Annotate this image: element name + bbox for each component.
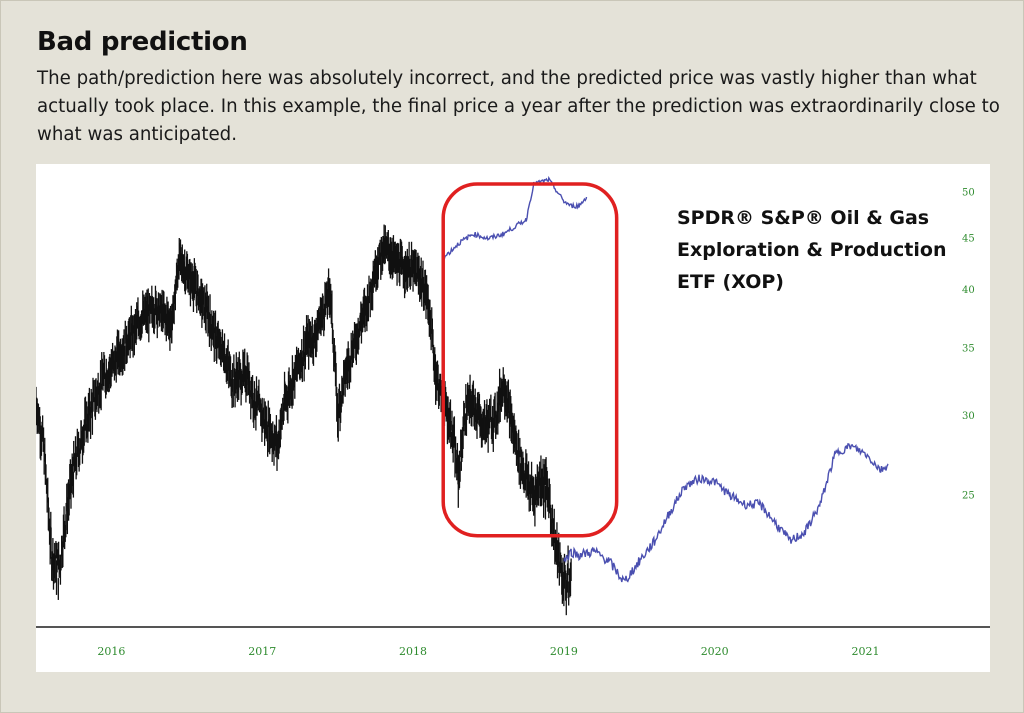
historical-price-series (36, 224, 572, 616)
x-tick-label: 2018 (399, 645, 427, 658)
x-tick-label: 2021 (852, 645, 880, 658)
y-tick-label: 40 (962, 285, 975, 296)
y-tick-label: 25 (962, 490, 975, 501)
highlight-box (441, 182, 619, 538)
y-tick-label: 35 (962, 343, 975, 354)
prediction-line (442, 175, 588, 262)
y-tick-label: 50 (962, 188, 975, 199)
actual-price-line (563, 443, 889, 583)
y-tick-label: 30 (962, 411, 975, 422)
x-tick-label: 2017 (248, 645, 276, 658)
description-text: The path/prediction here was absolutely … (37, 68, 1000, 145)
chart-title: SPDR® S&P® Oil & Gas Exploration & Produ… (677, 207, 947, 293)
x-tick-label: 2019 (550, 645, 578, 658)
y-tick-label: 45 (962, 234, 975, 245)
page-title: Bad prediction (37, 27, 248, 57)
x-tick-label: 2020 (701, 645, 729, 658)
price-chart: 25 30 35 40 45 50 2016 2017 2018 2019 2020 2021 (36, 175, 990, 658)
chart-panel: 25 30 35 40 45 50 2016 2017 2018 2019 2020 2021 SPD… (36, 164, 990, 672)
x-tick-label: 2016 (97, 645, 125, 658)
